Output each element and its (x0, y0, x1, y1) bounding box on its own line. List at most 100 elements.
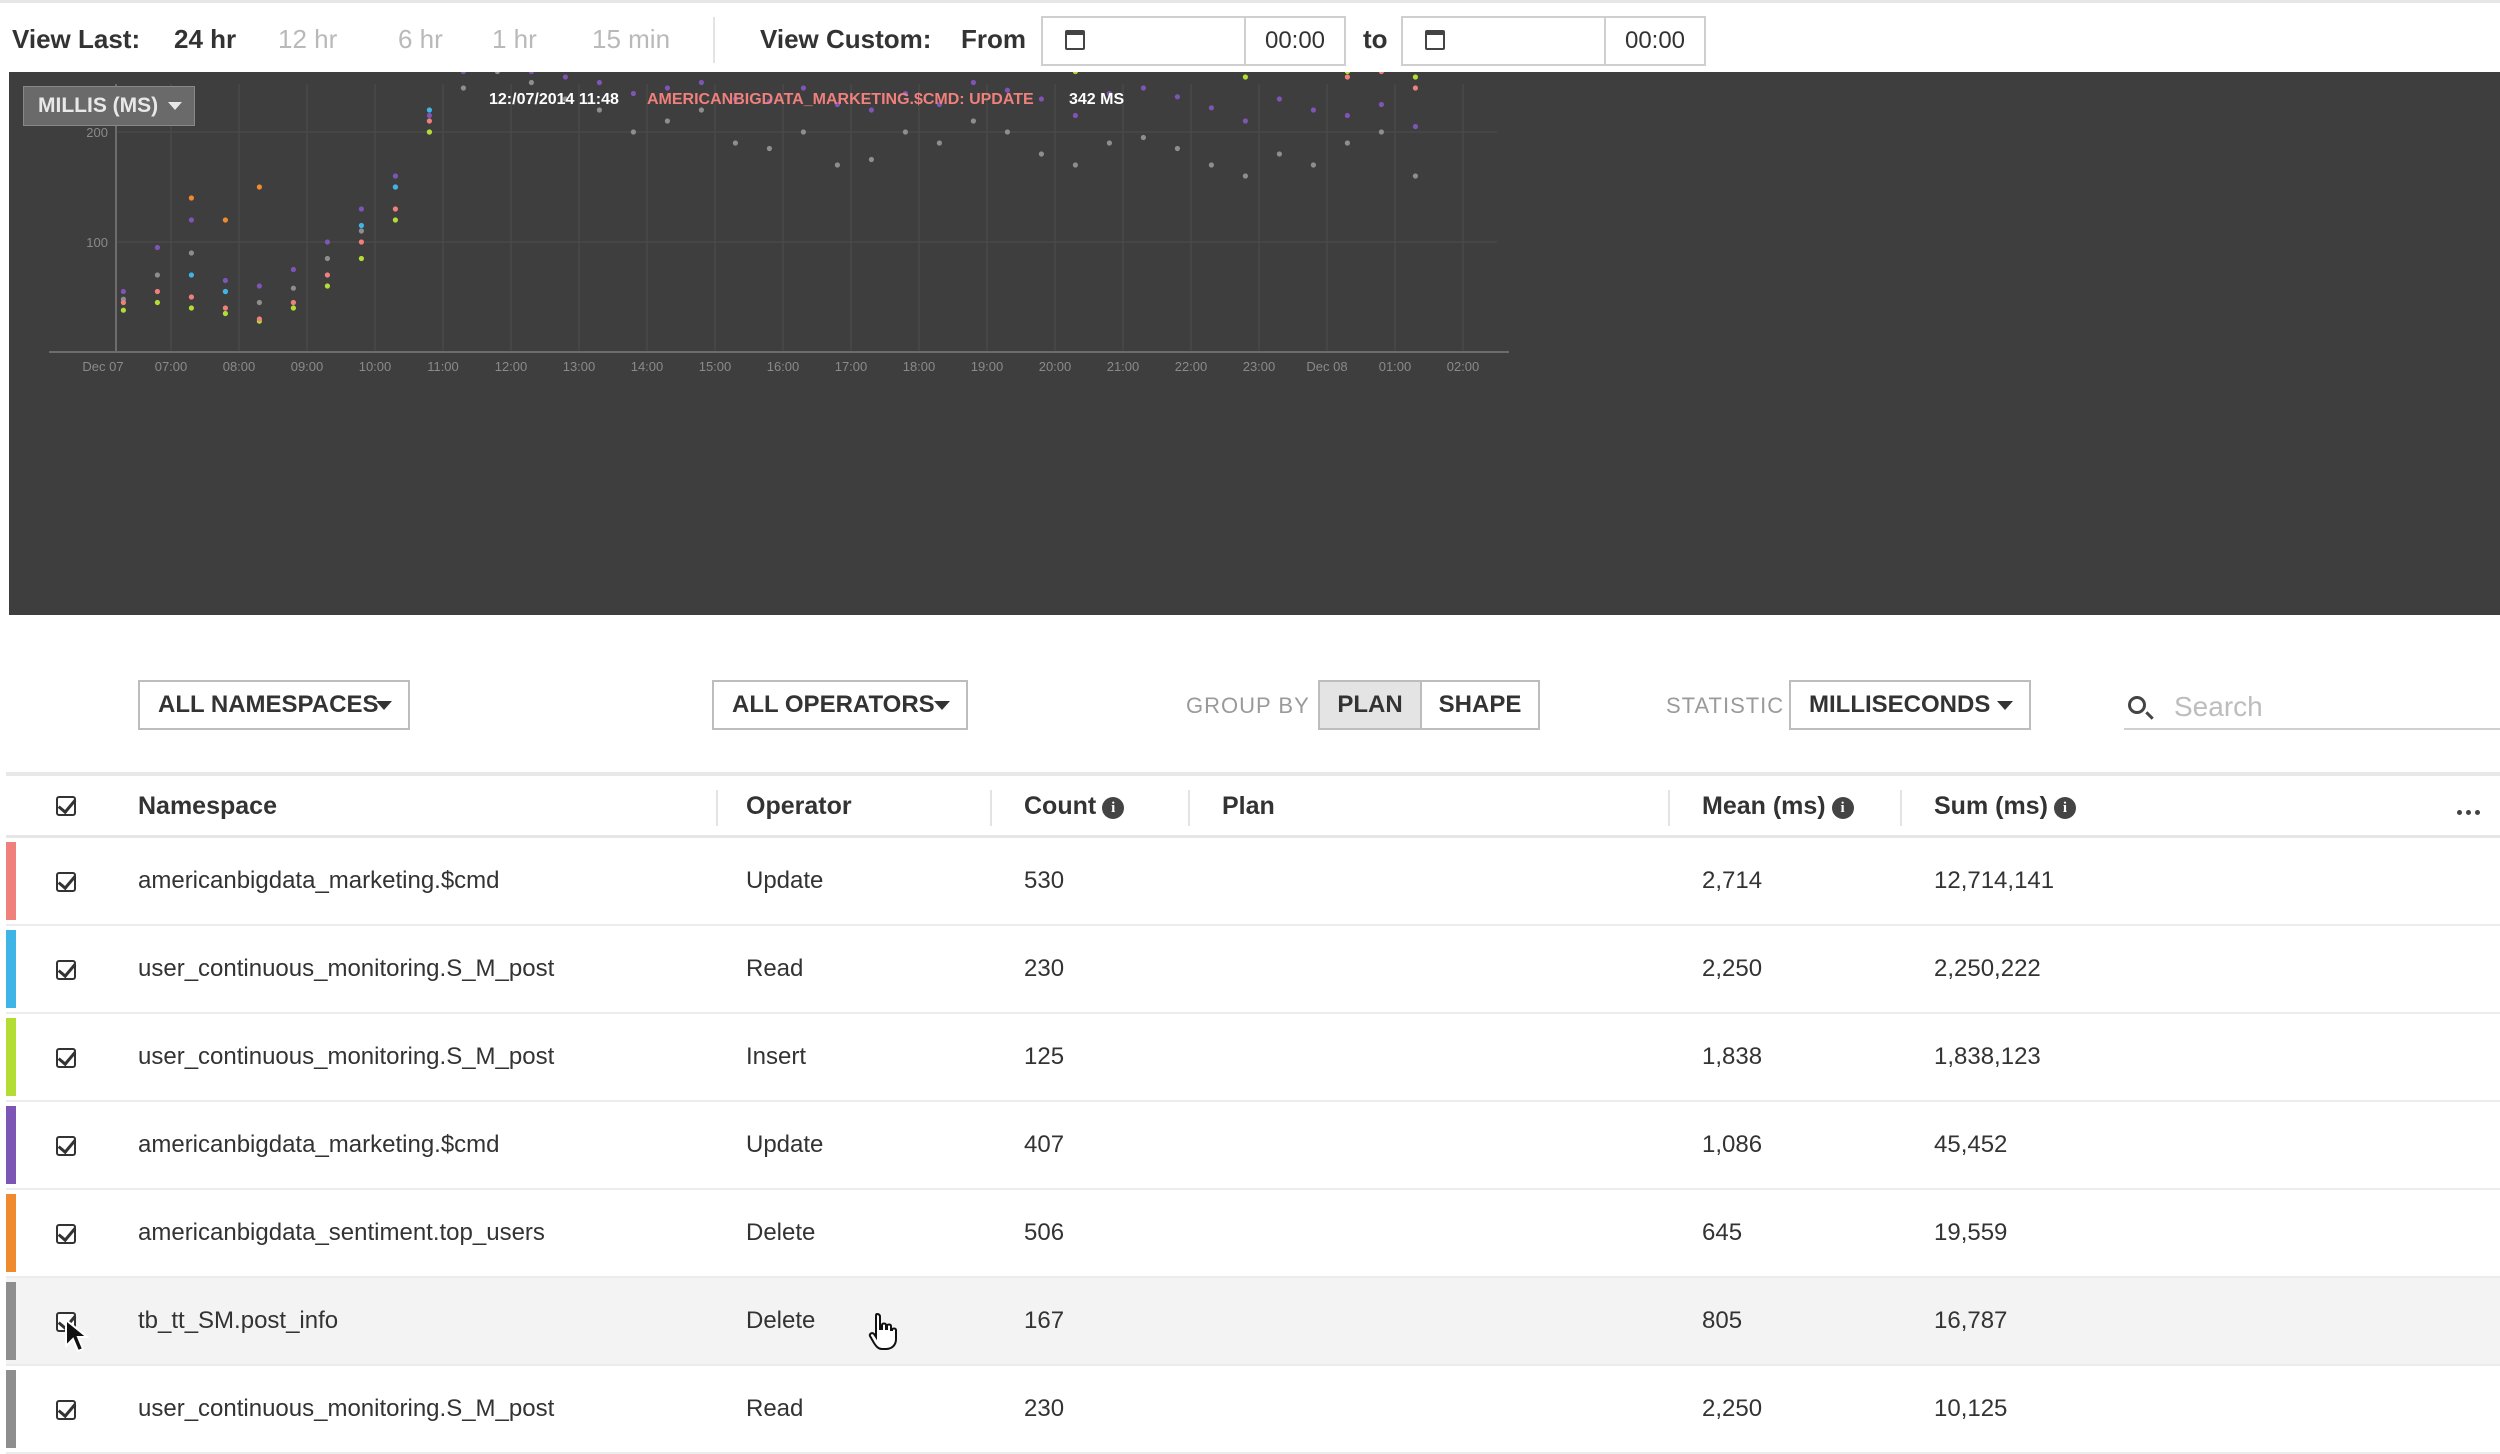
row-checkbox[interactable] (56, 1224, 76, 1244)
unit-selector-dropdown[interactable]: MILLIS (MS) (23, 86, 195, 126)
data-point (732, 96, 739, 102)
x-tick-label: 02:00 (1447, 359, 1480, 374)
column-header-sum[interactable]: Sum (ms) i (1934, 790, 2076, 822)
search-input[interactable] (2172, 686, 2496, 728)
data-point (324, 283, 330, 289)
namespace-cell: tb_tt_SM.post_info (138, 1307, 339, 1334)
data-point (426, 112, 432, 119)
info-icon[interactable]: i (1831, 797, 1854, 819)
x-tick-label: 19:00 (971, 359, 1004, 374)
statistic-dropdown-label: MILLISECONDS (1809, 691, 1991, 718)
data-point (188, 250, 194, 256)
data-point (1140, 134, 1146, 141)
view-custom-label: View Custom: (760, 24, 932, 54)
scatter-chart[interactable]: Dec 07 07:00 08:00 09:00 10:00 11:00 12:00 13:0… (9, 72, 2500, 615)
operator-cell: Delete (746, 1307, 816, 1334)
operators-dropdown[interactable]: ALL OPERATORS (712, 680, 968, 730)
column-header-plan[interactable]: Plan (1222, 790, 1275, 822)
series-color-swatch (6, 1106, 16, 1184)
data-point (936, 101, 943, 108)
column-header-namespace[interactable]: Namespace (138, 790, 277, 822)
table-row[interactable]: user_continuous_monitoring.S_M_post Read… (6, 926, 2500, 1014)
table-row[interactable]: americanbigdata_marketing.$cmd Update 53… (6, 838, 2500, 926)
series-color-swatch (6, 842, 16, 920)
table-row[interactable]: americanbigdata_sentiment.top_users Dele… (6, 1190, 2500, 1278)
namespaces-dropdown[interactable]: ALL NAMESPACES (138, 680, 410, 730)
table-row[interactable]: user_continuous_monitoring.S_M_post Inse… (6, 1014, 2500, 1102)
data-point (392, 173, 398, 179)
range-option-6hr[interactable]: 6 hr (398, 24, 443, 54)
search-icon (2128, 696, 2146, 714)
operator-cell: Read (746, 1395, 804, 1422)
x-tick-label: 14:00 (631, 359, 664, 374)
data-point (1072, 72, 1078, 75)
divider (713, 17, 715, 63)
info-icon[interactable]: i (1102, 797, 1125, 819)
x-tick-label: 17:00 (835, 359, 868, 374)
group-by-plan-button[interactable]: PLAN (1318, 680, 1422, 730)
from-time-input[interactable]: 00:00 (1244, 16, 1346, 66)
data-point (222, 277, 228, 284)
namespace-cell: americanbigdata_marketing.$cmd (138, 1131, 500, 1158)
statistic-dropdown[interactable]: MILLISECONDS (1789, 680, 2031, 730)
row-checkbox[interactable] (56, 872, 76, 892)
row-checkbox[interactable] (56, 1136, 76, 1156)
data-point (392, 206, 398, 212)
data-point (324, 239, 330, 245)
column-header-count[interactable]: Count i (1024, 790, 1125, 822)
to-time-input[interactable]: 00:00 (1604, 16, 1706, 66)
namespace-cell: user_continuous_monitoring.S_M_post (138, 955, 555, 982)
range-option-24hr[interactable]: 24 hr (174, 24, 237, 54)
y-tick-label: 100 (86, 235, 108, 250)
range-option-15min[interactable]: 15 min (592, 24, 671, 54)
table-row[interactable]: americanbigdata_marketing.$cmd Update 40… (6, 1102, 2500, 1190)
mean-cell: 1,838 (1702, 1043, 1763, 1070)
column-header-label: Namespace (138, 792, 277, 820)
data-point (1004, 129, 1011, 135)
column-divider (1668, 790, 1670, 826)
info-icon[interactable]: i (2053, 797, 2076, 819)
data-point (392, 217, 398, 223)
hover-series-name: AMERICANBIGDATA_MARKETING.$CMD: UPDATE (647, 91, 1034, 108)
x-tick-label: 01:00 (1379, 359, 1412, 374)
data-point (120, 299, 126, 306)
data-point (562, 74, 569, 80)
x-tick-label: Dec 07 (82, 359, 123, 374)
row-checkbox[interactable] (56, 1048, 76, 1068)
data-point (358, 222, 364, 229)
x-tick-label: 09:00 (291, 359, 324, 374)
range-option-1hr[interactable]: 1 hr (492, 24, 537, 54)
data-point (664, 118, 671, 124)
data-point (154, 299, 160, 306)
select-all-checkbox[interactable] (56, 796, 76, 816)
x-tick-label: 23:00 (1243, 359, 1276, 374)
sum-cell: 12,714,141 (1934, 867, 2055, 894)
data-point (324, 272, 330, 278)
data-point (630, 129, 637, 135)
mean-cell: 2,714 (1702, 867, 1763, 894)
row-checkbox[interactable] (56, 1400, 76, 1420)
table-row[interactable]: user_continuous_monitoring.S_M_post Read… (6, 1366, 2500, 1454)
range-option-12hr[interactable]: 12 hr (278, 24, 338, 54)
mean-cell: 645 (1702, 1219, 1743, 1246)
sum-cell: 1,838,123 (1934, 1043, 2041, 1070)
to-date-input[interactable] (1401, 16, 1606, 66)
data-point (154, 288, 160, 295)
arrow-cursor-icon (65, 1318, 90, 1353)
data-point (188, 305, 194, 311)
row-checkbox[interactable] (56, 960, 76, 980)
data-point (1412, 123, 1418, 130)
sum-cell: 2,250,222 (1934, 955, 2041, 982)
column-header-mean[interactable]: Mean (ms) i (1702, 790, 1854, 822)
caret-down-icon (1997, 701, 2013, 710)
table-row[interactable]: tb_tt_SM.post_info Delete 167 805 16,787 (6, 1278, 2500, 1366)
calendar-icon (1425, 30, 1445, 50)
search-box[interactable] (2124, 684, 2500, 730)
x-tick-label: 21:00 (1107, 359, 1140, 374)
scatter-chart-panel[interactable]: Dec 07 07:00 08:00 09:00 10:00 11:00 12:00 13:0… (9, 72, 2500, 615)
from-date-input[interactable] (1041, 16, 1246, 66)
more-options-icon[interactable] (2453, 802, 2480, 820)
series-color-swatch (6, 1370, 16, 1448)
group-by-shape-button[interactable]: SHAPE (1420, 680, 1540, 730)
column-header-operator[interactable]: Operator (746, 790, 852, 822)
